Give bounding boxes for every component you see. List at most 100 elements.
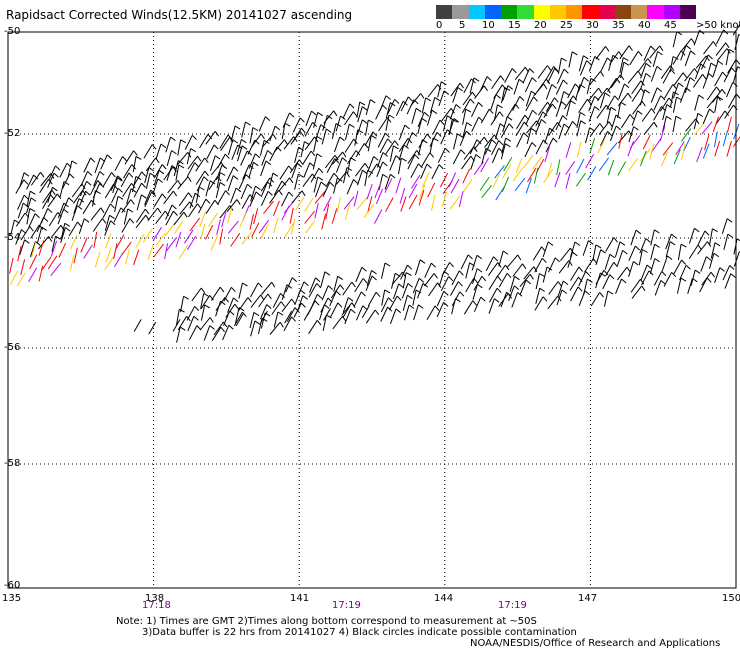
legend-label: 20	[534, 20, 547, 31]
wind-barb-feather	[257, 282, 263, 288]
wind-barb	[199, 317, 211, 331]
wind-barb	[263, 200, 274, 214]
wind-barb	[365, 309, 376, 324]
wind-barb	[227, 297, 234, 313]
wind-barb-feather	[148, 167, 155, 172]
wind-barb	[516, 132, 525, 148]
wind-barb	[283, 136, 295, 150]
wind-barb-feather	[681, 259, 686, 265]
wind-barb	[631, 285, 643, 299]
wind-barb-feather	[532, 109, 538, 115]
wind-barb	[165, 204, 173, 220]
wind-barb	[640, 148, 651, 162]
wind-barb	[643, 45, 652, 61]
wind-barb-feather	[317, 111, 323, 117]
wind-barb-feather	[301, 302, 306, 308]
wind-barb	[502, 85, 509, 101]
wind-barb	[133, 182, 142, 198]
wind-barb-feather	[533, 266, 538, 273]
wind-barb	[609, 125, 617, 142]
wind-barb-feather	[476, 268, 483, 273]
wind-barb	[216, 172, 221, 189]
wind-barb	[451, 270, 460, 286]
wind-barb	[618, 132, 623, 149]
legend-label: 5	[459, 20, 466, 31]
wind-barb	[323, 308, 331, 321]
wind-barb	[603, 290, 609, 307]
credit-line: NOAA/NESDIS/Office of Research and Appli…	[470, 638, 721, 649]
wind-barb-feather	[707, 241, 712, 247]
wind-barb	[453, 133, 458, 150]
wind-barb	[727, 59, 737, 74]
wind-barb	[29, 254, 38, 270]
wind-barb	[650, 229, 655, 246]
wind-barb	[424, 262, 432, 278]
wind-barb	[381, 289, 386, 306]
wind-barb	[59, 181, 65, 198]
wind-barb	[195, 157, 206, 172]
wind-barb	[346, 150, 357, 165]
wind-barb	[92, 190, 96, 207]
wind-barb	[155, 210, 166, 225]
wind-barb-feather	[395, 308, 402, 314]
wind-barb	[502, 164, 512, 179]
wind-barb-feather	[599, 123, 604, 129]
wind-barb	[374, 182, 382, 199]
wind-barb-feather	[434, 96, 440, 102]
wind-barb-feather	[183, 295, 189, 300]
wind-barb	[294, 289, 301, 306]
wind-barb-feather	[648, 270, 654, 276]
wind-barb	[184, 229, 194, 244]
wind-barb-feather	[460, 149, 466, 155]
wind-barb-feather	[333, 172, 339, 179]
wind-barb-feather	[335, 290, 341, 296]
wind-barb-feather	[523, 132, 529, 138]
wind-barb	[28, 267, 38, 282]
wind-barb	[105, 247, 112, 263]
wind-barb	[191, 287, 202, 302]
wind-barb	[389, 145, 394, 162]
wind-barb	[516, 114, 526, 130]
wind-barb-feather	[288, 191, 294, 197]
wind-barb-feather	[588, 240, 594, 245]
wind-barb	[511, 292, 518, 308]
wind-barb-feather	[455, 104, 461, 109]
colorbar-segment	[647, 5, 664, 19]
wind-barb-feather	[433, 273, 438, 279]
wind-barb-feather	[150, 189, 156, 195]
wind-barb	[479, 176, 490, 191]
wind-barb-feather	[623, 61, 630, 66]
wind-barb	[469, 77, 475, 94]
wind-barb-feather	[277, 311, 284, 316]
wind-barb	[215, 297, 226, 311]
wind-speed-colorbar	[436, 5, 696, 19]
wind-barb-feather	[476, 139, 482, 145]
wind-barb-feather	[40, 172, 45, 178]
wind-barb-feather	[505, 143, 511, 148]
wind-barb	[195, 186, 200, 203]
wind-barb-feather	[651, 108, 656, 114]
wind-barb	[414, 259, 421, 276]
wind-barb	[235, 313, 244, 327]
wind-barb-feather	[394, 272, 401, 277]
wind-barb-feather	[732, 81, 738, 87]
wind-barb	[145, 173, 151, 189]
wind-barb	[610, 114, 617, 131]
wind-barb-feather	[466, 122, 472, 127]
wind-barb-feather	[241, 138, 247, 144]
wind-barb	[205, 224, 214, 240]
wind-barb-feather	[637, 110, 643, 115]
wind-barb	[421, 152, 431, 167]
wind-barb	[102, 203, 111, 219]
wind-barb-feather	[362, 278, 368, 284]
wind-barb-feather	[607, 290, 614, 295]
wind-barb	[238, 282, 243, 299]
wind-barb-feather	[97, 180, 103, 186]
wind-barb	[153, 193, 163, 208]
wind-barb	[179, 201, 191, 215]
wind-barb	[638, 249, 643, 266]
wind-barb-feather	[407, 138, 413, 144]
wind-barb-feather	[659, 45, 664, 52]
wind-barb	[578, 290, 586, 306]
wind-barb-feather	[254, 320, 261, 325]
